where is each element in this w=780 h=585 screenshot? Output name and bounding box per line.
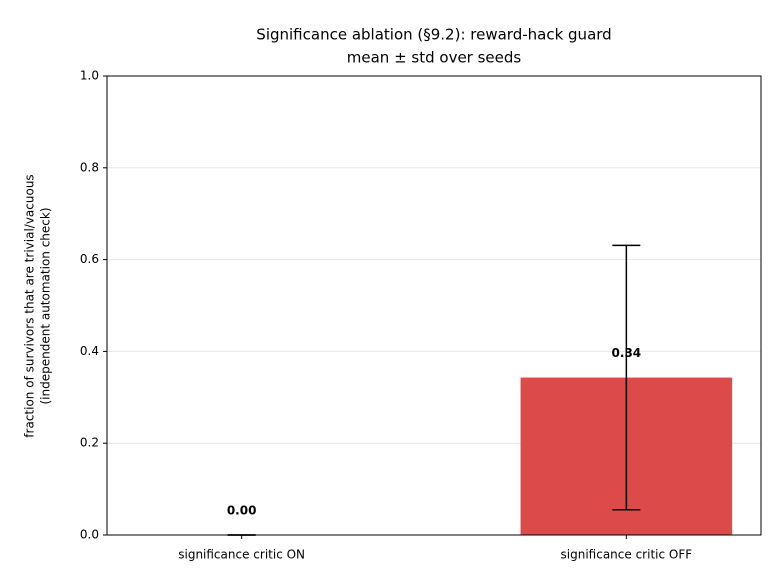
x-tick-label: significance critic ON [178,548,305,562]
x-tick-label: significance critic OFF [561,548,693,562]
y-tick-label: 1.0 [80,69,99,83]
y-axis-label: fraction of survivors that are trivial/v… [23,174,37,437]
y-tick-label: 0.2 [80,436,99,450]
y-tick-label: 0.0 [80,528,99,542]
y-tick-label: 0.4 [80,344,99,358]
chart-subtitle: mean ± std over seeds [347,49,522,67]
value-label: 0.00 [227,504,257,518]
y-tick-label: 0.6 [80,252,99,266]
value-label: 0.34 [612,346,642,360]
plot-frame [106,75,762,536]
y-tick-label: 0.8 [80,160,99,174]
y-axis-label: (independent automation check) [39,207,53,404]
chart-title: Significance ablation (§9.2): reward-hac… [256,26,611,44]
